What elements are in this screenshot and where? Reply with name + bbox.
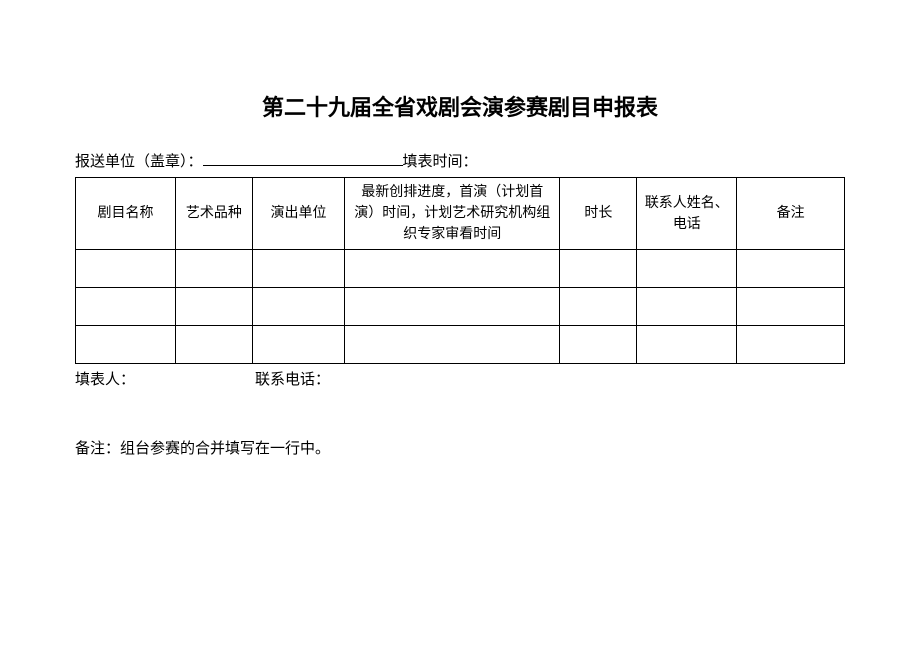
cell-duration[interactable] bbox=[560, 326, 637, 364]
below-table-line: 填表人： 联系电话： bbox=[75, 368, 845, 389]
cell-name[interactable] bbox=[76, 250, 176, 288]
footnote: 备注：组台参赛的合并填写在一行中。 bbox=[75, 437, 845, 458]
col-header-progress: 最新创排进度，首演（计划首演）时间，计划艺术研究机构组织专家审看时间 bbox=[345, 178, 560, 250]
cell-perform-unit[interactable] bbox=[252, 250, 344, 288]
application-table: 剧目名称 艺术品种 演出单位 最新创排进度，首演（计划首演）时间，计划艺术研究机… bbox=[75, 177, 845, 364]
cell-progress[interactable] bbox=[345, 250, 560, 288]
reporting-unit-label: 报送单位（盖章）： bbox=[75, 154, 203, 170]
reporting-unit-blank[interactable] bbox=[203, 151, 403, 166]
meta-line: 报送单位（盖章）： 填表时间： bbox=[75, 150, 845, 171]
cell-duration[interactable] bbox=[560, 288, 637, 326]
table-row bbox=[76, 250, 845, 288]
cell-perform-unit[interactable] bbox=[252, 288, 344, 326]
fill-time-label: 填表时间： bbox=[403, 154, 478, 170]
cell-progress[interactable] bbox=[345, 326, 560, 364]
cell-name[interactable] bbox=[76, 326, 176, 364]
cell-perform-unit[interactable] bbox=[252, 326, 344, 364]
cell-art-type[interactable] bbox=[175, 326, 252, 364]
cell-art-type[interactable] bbox=[175, 250, 252, 288]
cell-contact[interactable] bbox=[637, 250, 737, 288]
cell-contact[interactable] bbox=[637, 288, 737, 326]
col-header-art-type: 艺术品种 bbox=[175, 178, 252, 250]
col-header-duration: 时长 bbox=[560, 178, 637, 250]
cell-note[interactable] bbox=[737, 326, 845, 364]
cell-name[interactable] bbox=[76, 288, 176, 326]
cell-note[interactable] bbox=[737, 250, 845, 288]
col-header-note: 备注 bbox=[737, 178, 845, 250]
col-header-name: 剧目名称 bbox=[76, 178, 176, 250]
phone-label: 联系电话： bbox=[255, 372, 330, 388]
cell-duration[interactable] bbox=[560, 250, 637, 288]
cell-art-type[interactable] bbox=[175, 288, 252, 326]
filler-label: 填表人： bbox=[75, 372, 135, 388]
table-header-row: 剧目名称 艺术品种 演出单位 最新创排进度，首演（计划首演）时间，计划艺术研究机… bbox=[76, 178, 845, 250]
cell-contact[interactable] bbox=[637, 326, 737, 364]
col-header-contact: 联系人姓名、电话 bbox=[637, 178, 737, 250]
table-row bbox=[76, 326, 845, 364]
table-row bbox=[76, 288, 845, 326]
cell-note[interactable] bbox=[737, 288, 845, 326]
cell-progress[interactable] bbox=[345, 288, 560, 326]
col-header-perform-unit: 演出单位 bbox=[252, 178, 344, 250]
form-title: 第二十九届全省戏剧会演参赛剧目申报表 bbox=[75, 90, 845, 122]
